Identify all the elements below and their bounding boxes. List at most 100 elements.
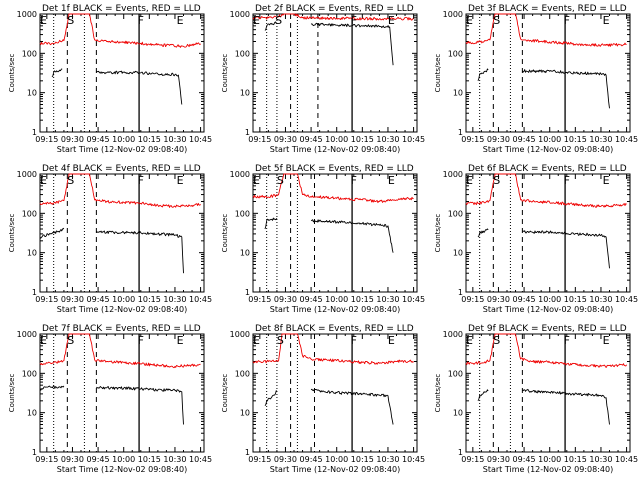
- x-tick-label: 09:45: [300, 295, 323, 304]
- y-tick-label: 10: [240, 409, 250, 418]
- y-tick-label: 1000: [17, 330, 37, 339]
- series-line-events: [39, 385, 184, 425]
- x-tick-label: 09:45: [513, 135, 536, 144]
- x-tick-label: 09:30: [487, 455, 510, 464]
- x-tick-label: 09:45: [300, 135, 323, 144]
- y-tick-label: 100: [235, 369, 250, 378]
- y-tick-label: 10: [27, 89, 37, 98]
- series-line-lld: [39, 13, 201, 48]
- x-tick-label: 10:00: [325, 135, 348, 144]
- y-tick-label: 1000: [230, 170, 250, 179]
- x-tick-label: 09:30: [61, 135, 84, 144]
- series-line-lld: [252, 333, 414, 365]
- chart-panel-1: Det 1f BLACK = Events, RED = LLD 1 10 100 10…: [8, 4, 212, 154]
- series-line-lld: [465, 333, 627, 368]
- x-tick-label: 10:45: [615, 455, 638, 464]
- y-tick-label: 100: [22, 209, 37, 218]
- annotation-label: S: [493, 174, 500, 187]
- y-axis-label: Counts/sec: [221, 214, 229, 253]
- plot-frame: [252, 13, 418, 133]
- x-axis-label: Start Time (12-Nov-02 09:08:40): [483, 145, 613, 154]
- x-tick-label: 09:45: [513, 295, 536, 304]
- x-tick-label: 09:30: [487, 295, 510, 304]
- y-tick-label: 10: [27, 409, 37, 418]
- series-line-events: [264, 388, 394, 425]
- y-tick-label: 1000: [17, 10, 37, 19]
- chart-panel-3: Det 3f BLACK = Events, RED = LLD 1 10 100 10…: [434, 4, 638, 154]
- series-line-lld: [252, 13, 414, 21]
- y-tick-label: 10: [240, 89, 250, 98]
- x-tick-label: 10:30: [589, 135, 612, 144]
- y-tick-label: 1: [245, 128, 250, 137]
- y-tick-label: 1000: [443, 170, 463, 179]
- annotation-label: S: [67, 174, 74, 187]
- chart-panel-7: Det 7f BLACK = Events, RED = LLD 1 10 100 10…: [8, 324, 212, 474]
- chart-title: Det 3f BLACK = Events, RED = LLD: [468, 4, 627, 14]
- y-tick-label: 1: [458, 128, 463, 137]
- y-axis-label: Counts/sec: [8, 54, 16, 93]
- x-tick-label: 10:45: [615, 295, 638, 304]
- annotation-label: F: [138, 174, 144, 187]
- chart-title: Det 1f BLACK = Events, RED = LLD: [42, 4, 201, 14]
- x-tick-label: 09:30: [61, 455, 84, 464]
- y-tick-label: 1: [32, 288, 37, 297]
- y-tick-label: 100: [235, 209, 250, 218]
- annotation-label: F: [351, 174, 357, 187]
- y-axis-label: Counts/sec: [434, 374, 442, 413]
- x-tick-label: 09:45: [300, 455, 323, 464]
- series-line-events: [39, 227, 184, 274]
- y-tick-label: 1000: [17, 170, 37, 179]
- chart-panel-5: Det 5f BLACK = Events, RED = LLD 1 10 100 10…: [221, 164, 425, 314]
- annotation-label: E: [388, 174, 395, 187]
- x-tick-label: 10:45: [402, 295, 425, 304]
- annotation-label: E: [40, 14, 47, 27]
- x-tick-label: 10:45: [402, 135, 425, 144]
- x-tick-label: 10:30: [163, 455, 186, 464]
- plot-frame: [39, 333, 205, 453]
- plot-frame: [465, 173, 631, 293]
- chart-panel-9: Det 9f BLACK = Events, RED = LLD 1 10 100 10…: [434, 324, 638, 474]
- x-tick-label: 09:15: [248, 295, 271, 304]
- plot-frame: [465, 333, 631, 453]
- annotation-label: S: [275, 14, 282, 27]
- x-axis-label: Start Time (12-Nov-02 09:08:40): [270, 465, 400, 474]
- plot-frame: [39, 13, 205, 133]
- annotation-label: E: [177, 334, 184, 347]
- x-tick-label: 10:30: [376, 455, 399, 464]
- annotation-label: E: [253, 14, 260, 27]
- y-axis-label: Counts/sec: [8, 374, 16, 413]
- y-tick-label: 1000: [443, 10, 463, 19]
- x-tick-label: 09:30: [274, 135, 297, 144]
- annotation-label: E: [603, 334, 610, 347]
- series-line-lld: [465, 13, 627, 47]
- y-tick-label: 1: [32, 448, 37, 457]
- x-tick-label: 09:15: [248, 135, 271, 144]
- x-tick-label: 09:45: [87, 135, 110, 144]
- annotation-label: E: [177, 174, 184, 187]
- x-tick-label: 10:00: [538, 295, 561, 304]
- x-tick-label: 10:30: [589, 455, 612, 464]
- annotation-label: F: [564, 14, 570, 27]
- y-tick-label: 1: [245, 288, 250, 297]
- y-axis-label: Counts/sec: [434, 54, 442, 93]
- y-tick-label: 1: [458, 288, 463, 297]
- y-tick-label: 100: [448, 209, 463, 218]
- x-tick-label: 10:30: [163, 295, 186, 304]
- x-tick-label: 09:15: [461, 455, 484, 464]
- series-line-lld: [252, 173, 414, 204]
- annotation-label: E: [40, 174, 47, 187]
- y-tick-label: 10: [453, 89, 463, 98]
- annotation-label: F: [138, 334, 144, 347]
- annotation-label: F: [564, 334, 570, 347]
- chart-title: Det 2f BLACK = Events, RED = LLD: [255, 4, 414, 14]
- x-tick-label: 10:15: [138, 455, 161, 464]
- annotation-label: E: [388, 334, 395, 347]
- y-tick-label: 100: [22, 49, 37, 58]
- y-axis-label: Counts/sec: [8, 214, 16, 253]
- chart-title: Det 6f BLACK = Events, RED = LLD: [468, 164, 627, 174]
- x-axis-label: Start Time (12-Nov-02 09:08:40): [57, 465, 187, 474]
- series-line-lld: [39, 333, 201, 369]
- x-tick-label: 09:15: [35, 295, 58, 304]
